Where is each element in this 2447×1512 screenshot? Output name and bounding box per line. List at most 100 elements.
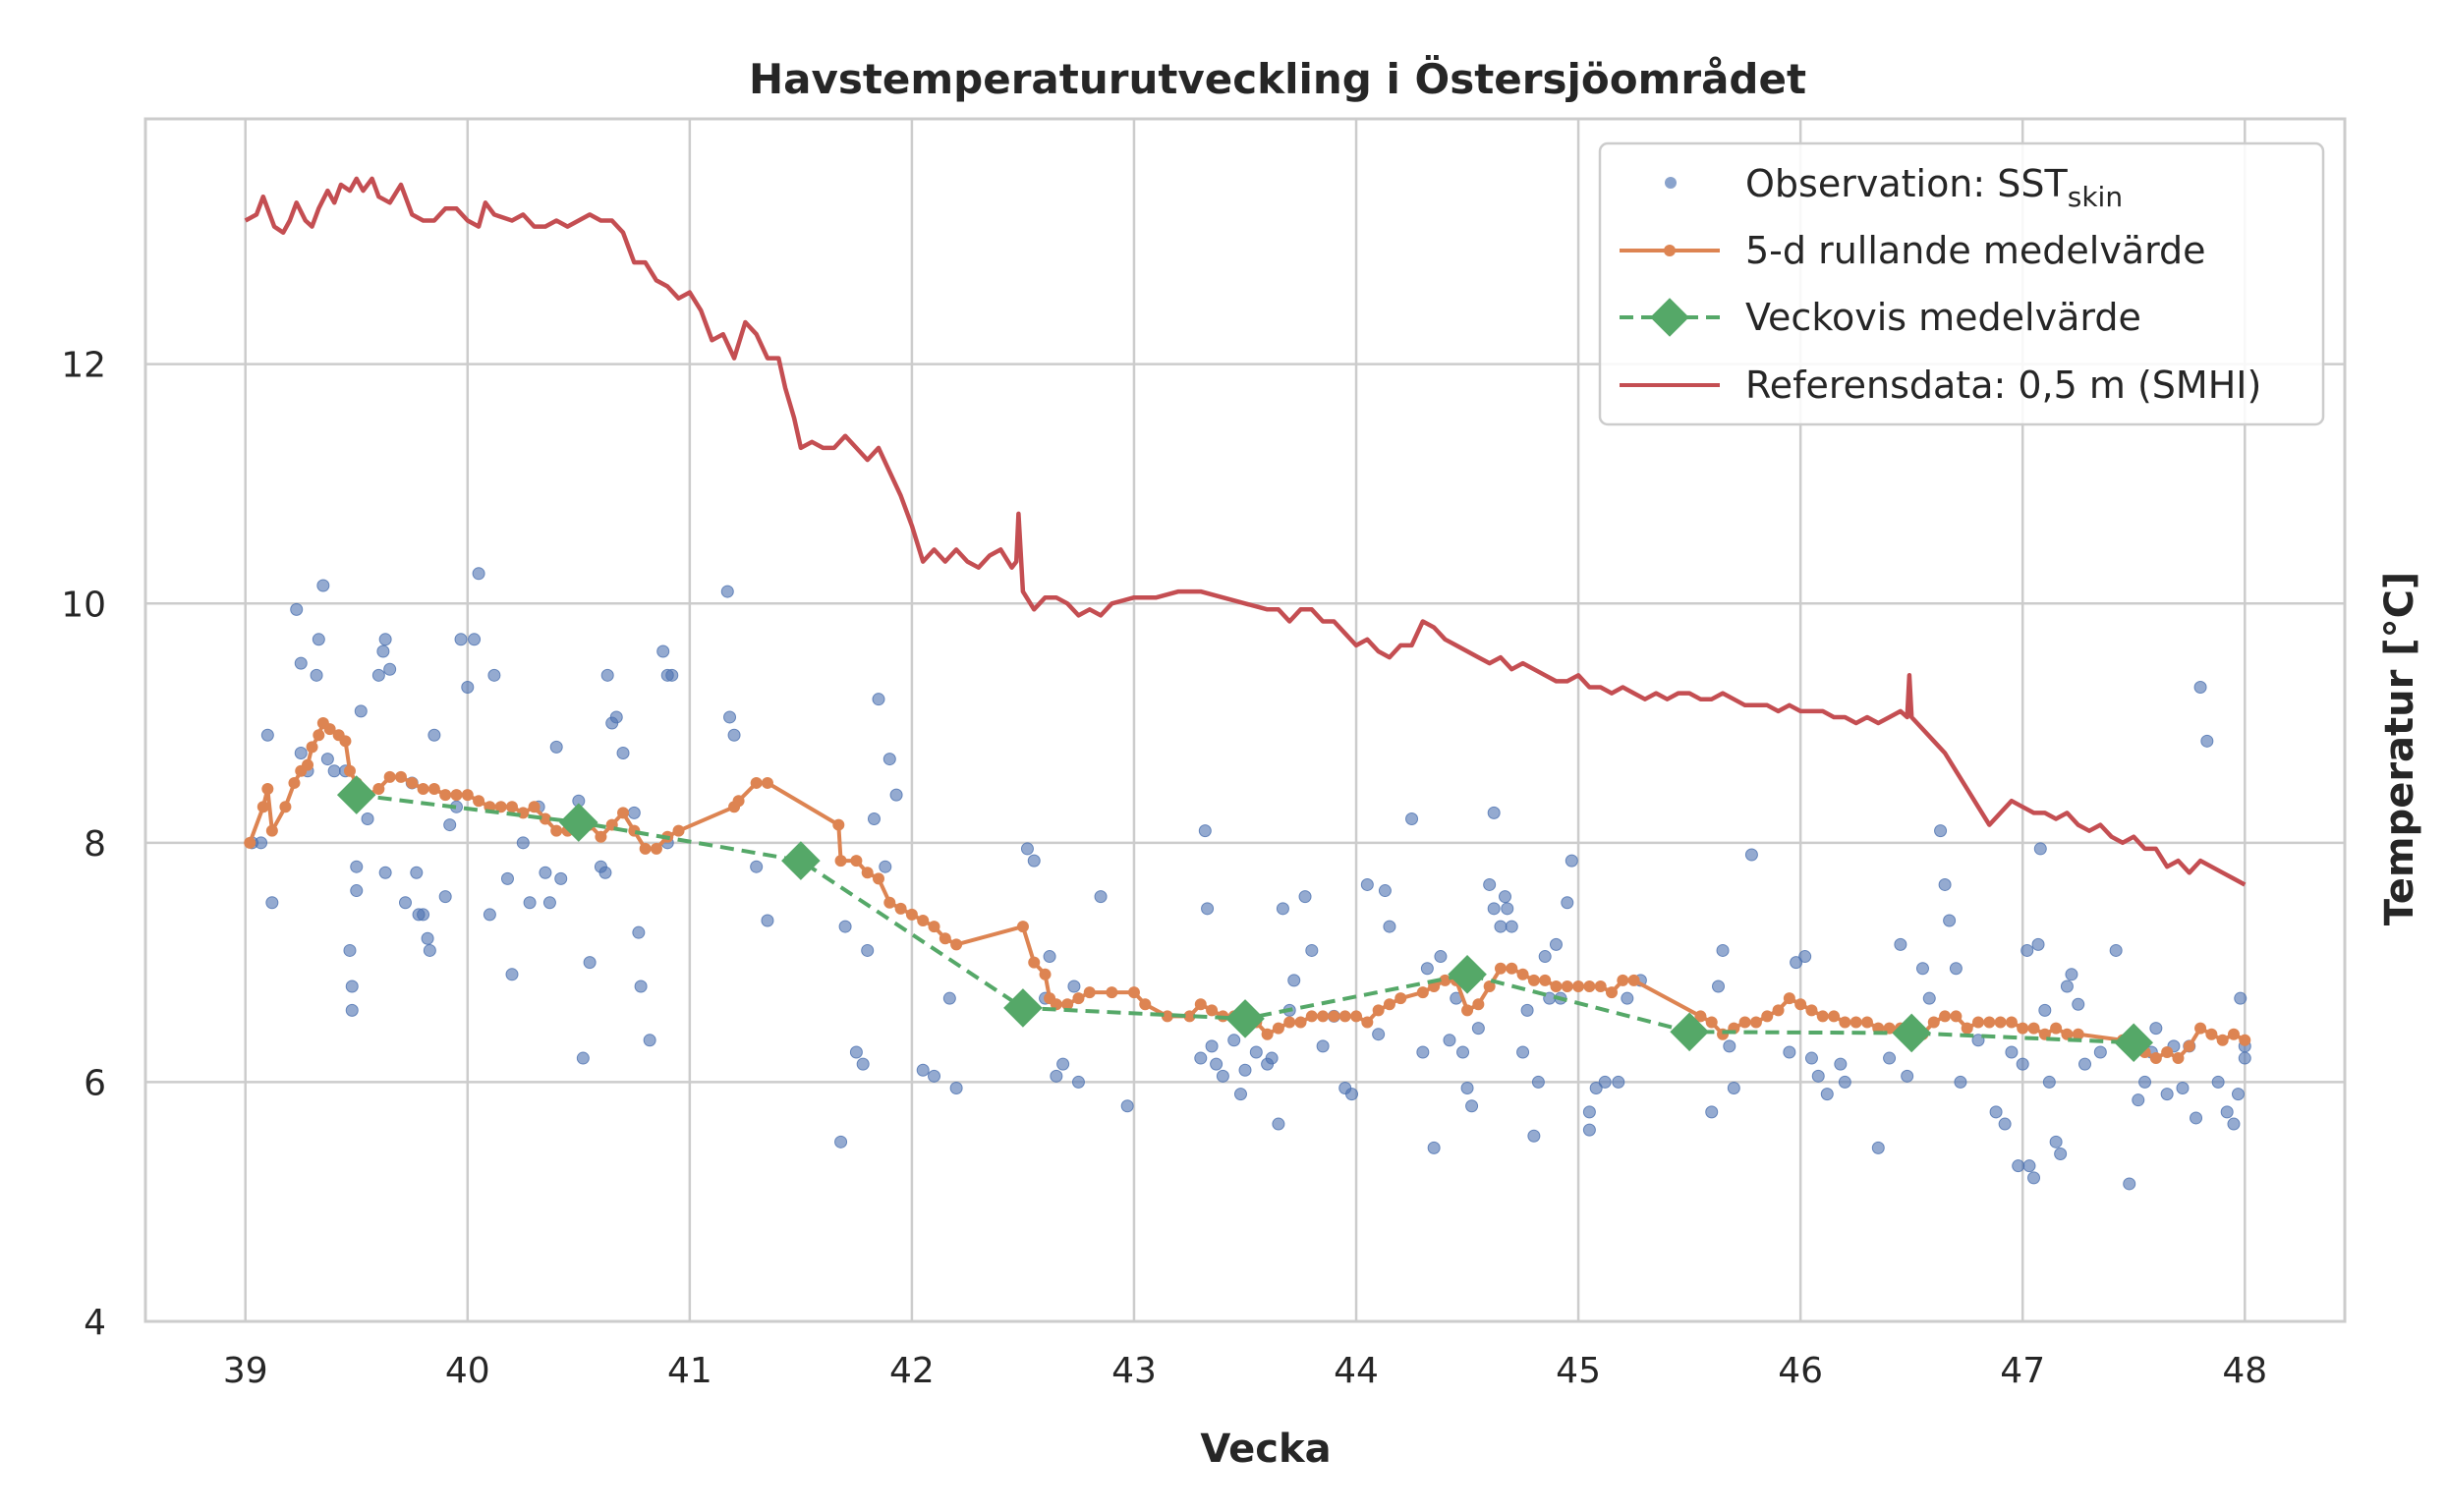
rolling-mean-point xyxy=(1749,1016,1762,1029)
rolling-mean-point xyxy=(1761,1010,1774,1023)
observation-point xyxy=(2065,968,2078,981)
observation-point xyxy=(1067,980,1081,993)
reference-line xyxy=(244,176,2247,887)
observation-point xyxy=(1705,1105,1719,1119)
rolling-mean-point xyxy=(1506,962,1518,975)
observation-point xyxy=(523,896,537,910)
rolling-mean-point xyxy=(595,830,607,843)
observation-point xyxy=(1416,1045,1430,1059)
rolling-mean-point xyxy=(279,801,292,813)
rolling-mean-point xyxy=(461,789,474,802)
observation-point xyxy=(1460,1082,1474,1095)
rolling-mean-point xyxy=(1527,974,1540,986)
observation-point xyxy=(265,896,279,910)
rolling-mean-point xyxy=(339,735,352,748)
rolling-mean-point xyxy=(2072,1028,2084,1040)
observation-point xyxy=(2042,1075,2056,1089)
observation-point xyxy=(2220,1105,2234,1119)
observation-point xyxy=(255,836,268,850)
y-tick-label: 6 xyxy=(84,1063,106,1103)
rolling-mean-point xyxy=(323,723,336,736)
observation-point xyxy=(2031,937,2045,951)
rolling-mean-point xyxy=(427,783,440,796)
observation-point xyxy=(350,884,364,898)
observation-point xyxy=(1345,1088,1359,1101)
observation-point xyxy=(849,1045,863,1059)
rolling-mean-point xyxy=(1294,1016,1307,1029)
observation-point xyxy=(2176,1082,2190,1095)
observation-point xyxy=(1954,1075,1967,1089)
rolling-mean-point xyxy=(417,783,429,796)
x-axis-title: Vecka xyxy=(1200,1427,1331,1472)
observation-point xyxy=(1989,1105,2003,1119)
rolling-mean-point xyxy=(1350,1010,1363,1023)
rolling-mean-point xyxy=(1694,1010,1707,1023)
observation-point xyxy=(1427,1141,1441,1154)
rolling-mean-point xyxy=(939,932,951,945)
rolling-mean-point xyxy=(2194,1022,2207,1035)
observation-point xyxy=(1527,1129,1541,1143)
legend-marker-observation xyxy=(1665,177,1677,189)
series-reference xyxy=(244,176,2247,887)
observation-point xyxy=(500,871,514,885)
observation-point xyxy=(542,896,556,910)
observation-point xyxy=(1744,848,1758,862)
observation-point xyxy=(1934,824,1948,838)
observation-point xyxy=(371,668,385,682)
observation-point xyxy=(361,812,374,825)
observation-point xyxy=(345,1003,359,1017)
rolling-mean-point xyxy=(1050,998,1062,1011)
weekly-mean-point xyxy=(558,803,598,842)
x-axis-ticks: 39 40 41 42 43 44 45 46 47 48 xyxy=(223,1351,2267,1391)
observation-point xyxy=(549,740,563,754)
observation-point xyxy=(1565,854,1578,868)
rolling-mean-point xyxy=(1372,1004,1385,1017)
rolling-mean-point xyxy=(1472,998,1485,1011)
observation-point xyxy=(598,866,612,879)
observation-point xyxy=(1372,1028,1386,1041)
observation-point xyxy=(1056,1057,1070,1071)
observation-point xyxy=(1287,974,1301,987)
observation-point xyxy=(889,788,903,802)
observation-point xyxy=(312,633,325,646)
rolling-mean-point xyxy=(1016,921,1029,933)
observation-point xyxy=(1834,1057,1848,1071)
observation-point xyxy=(2234,991,2248,1005)
rolling-mean-point xyxy=(1994,1016,2007,1029)
observation-point xyxy=(468,633,482,646)
rolling-mean-point xyxy=(883,896,896,909)
rolling-mean-point xyxy=(473,795,485,808)
x-tick-label: 40 xyxy=(445,1351,490,1391)
weekly-mean-point xyxy=(1003,988,1043,1028)
observation-point xyxy=(454,633,468,646)
observation-point xyxy=(378,866,392,879)
x-tick-label: 41 xyxy=(667,1351,712,1391)
weekly-mean-point xyxy=(781,841,821,880)
observation-point xyxy=(1238,1063,1252,1077)
rolling-mean-point xyxy=(494,801,507,813)
observation-point xyxy=(1949,962,1963,976)
observation-point xyxy=(1487,902,1501,916)
observation-point xyxy=(2060,980,2074,993)
x-tick-label: 42 xyxy=(889,1351,935,1391)
rolling-mean-point xyxy=(1261,1028,1274,1040)
observation-point xyxy=(260,728,274,742)
y-tick-label: 8 xyxy=(84,824,106,865)
observation-point xyxy=(516,836,530,850)
legend-observation-text: Observation: SST xyxy=(1745,162,2069,205)
rolling-mean-point xyxy=(1816,1010,1829,1023)
observation-point xyxy=(834,1135,848,1148)
y-axis-ticks: 4 6 8 10 12 xyxy=(61,346,106,1343)
observation-point xyxy=(2049,1135,2063,1148)
observation-point xyxy=(2193,681,2207,695)
legend: Observation: SSTskin 5-d rullande medelv… xyxy=(1598,141,2325,426)
observation-point xyxy=(2211,1075,2225,1089)
observation-point xyxy=(1405,812,1419,825)
rolling-mean-point xyxy=(1805,1004,1818,1017)
rolling-mean-point xyxy=(2239,1034,2251,1046)
rolling-mean-point xyxy=(2005,1016,2018,1029)
rolling-mean-point xyxy=(1461,1004,1474,1017)
y-tick-label: 10 xyxy=(61,585,106,625)
observation-point xyxy=(1434,950,1448,964)
rolling-mean-point xyxy=(343,764,356,777)
